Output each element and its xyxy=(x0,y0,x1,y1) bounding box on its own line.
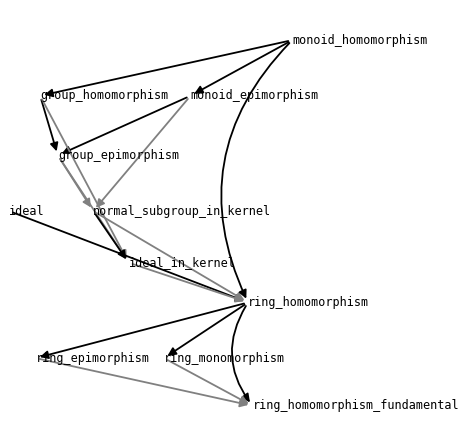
Text: ideal_in_kernel: ideal_in_kernel xyxy=(128,256,236,269)
Text: monoid_epimorphism: monoid_epimorphism xyxy=(191,89,319,102)
Text: ring_monomorphism: ring_monomorphism xyxy=(164,352,285,365)
Text: ring_epimorphism: ring_epimorphism xyxy=(36,352,150,365)
Text: normal_subgroup_in_kernel: normal_subgroup_in_kernel xyxy=(93,204,271,217)
Text: ideal: ideal xyxy=(9,204,45,217)
Text: group_epimorphism: group_epimorphism xyxy=(58,149,179,162)
Text: ring_homomorphism_fundamental: ring_homomorphism_fundamental xyxy=(253,399,459,412)
Text: group_homomorphism: group_homomorphism xyxy=(40,89,168,102)
Text: ring_homomorphism: ring_homomorphism xyxy=(248,296,369,309)
Text: monoid_homomorphism: monoid_homomorphism xyxy=(292,33,428,46)
